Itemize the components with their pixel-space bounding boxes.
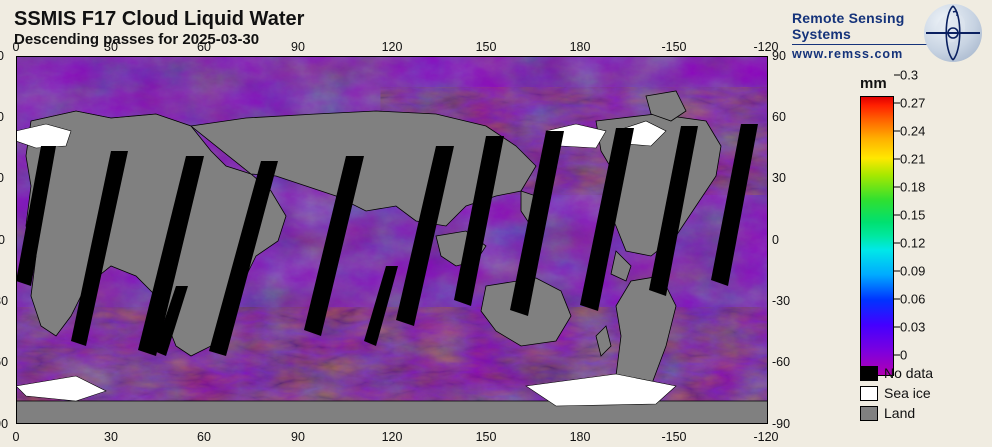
legend-item-land: Land	[860, 405, 933, 421]
legend-item-sea-ice: Sea ice	[860, 385, 933, 401]
page-subtitle: Descending passes for 2025-03-30	[14, 31, 304, 48]
legend-item-no-data: No data	[860, 365, 933, 381]
sea-ice-label: Sea ice	[884, 385, 931, 401]
land-label: Land	[884, 405, 915, 421]
root-container: SSMIS F17 Cloud Liquid Water Descending …	[0, 0, 992, 447]
rss-globe-icon	[924, 4, 982, 62]
land-swatch	[860, 406, 878, 421]
colorbar-unit-label: mm	[860, 75, 894, 92]
colorbar-block: mm 0.3 0.27 0.24 0.21 0.18 0.15 0.12 0.0…	[860, 75, 894, 376]
title-block: SSMIS F17 Cloud Liquid Water Descending …	[14, 8, 304, 48]
colorbar-gradient[interactable]	[860, 96, 894, 376]
no-data-swatch	[860, 366, 878, 381]
map-legend: No data Sea ice Land	[860, 365, 933, 425]
rss-org-name: Remote Sensing Systems	[792, 10, 937, 45]
no-data-label: No data	[884, 365, 933, 381]
rss-logo-block: Remote Sensing Systems www.remss.com	[792, 10, 982, 61]
map-frame	[16, 56, 768, 424]
page-title: SSMIS F17 Cloud Liquid Water	[14, 8, 304, 31]
sea-ice-swatch	[860, 386, 878, 401]
map-container[interactable]: 0 30 60 90 120 150 180 -150 -120 0 30 60…	[16, 56, 768, 424]
